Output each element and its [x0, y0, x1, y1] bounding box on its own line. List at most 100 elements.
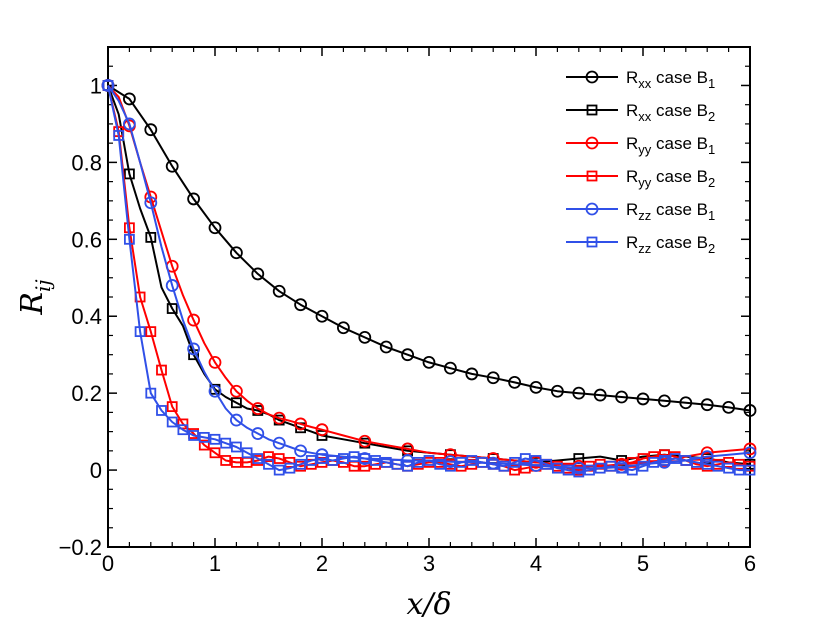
- data-point: [230, 397, 242, 409]
- data-point: [229, 384, 243, 398]
- data-point: [712, 460, 724, 472]
- data-point: [113, 130, 125, 141]
- data-point: [294, 444, 308, 458]
- data-point: [295, 458, 307, 470]
- legend-item: Rzz case B2: [566, 233, 715, 256]
- data-point: [124, 233, 135, 245]
- data-point: [272, 436, 286, 450]
- data-point: [337, 453, 349, 464]
- data-point: [122, 117, 136, 131]
- data-point: [358, 434, 372, 448]
- legend-marker: [586, 170, 598, 182]
- data-point: [637, 460, 649, 472]
- x-tick-label: 1: [209, 551, 221, 576]
- data-point: [700, 450, 714, 464]
- legend-marker: [585, 136, 599, 150]
- data-point: [679, 396, 693, 410]
- data-point: [477, 456, 488, 468]
- data-point: [263, 451, 274, 463]
- data-point: [294, 417, 308, 431]
- data-point: [723, 462, 734, 474]
- data-point: [744, 464, 756, 476]
- data-point: [166, 401, 178, 413]
- data-point: [273, 464, 285, 476]
- data-point: [273, 453, 285, 464]
- data-point: [263, 458, 274, 470]
- data-point: [187, 313, 201, 327]
- data-point: [122, 92, 136, 106]
- data-point: [529, 380, 543, 394]
- data-point: [230, 456, 242, 468]
- data-point: [434, 458, 446, 470]
- data-point: [541, 458, 553, 470]
- data-point: [124, 168, 135, 180]
- y-tick-label: 0.2: [71, 381, 102, 406]
- data-point: [251, 427, 265, 440]
- data-point: [669, 453, 681, 464]
- data-point: [509, 456, 521, 468]
- data-point: [380, 456, 392, 468]
- series-line: [107, 85, 750, 473]
- data-point: [723, 456, 734, 468]
- data-point: [145, 231, 157, 243]
- data-point: [327, 455, 339, 466]
- data-point: [658, 394, 671, 408]
- data-point: [519, 453, 531, 464]
- data-point: [626, 456, 638, 468]
- data-point: [166, 416, 178, 428]
- plot-frame: [107, 46, 751, 548]
- data-point: [659, 455, 670, 466]
- x-tick-label: 6: [744, 551, 756, 576]
- data-point: [648, 451, 660, 463]
- data-point: [401, 348, 415, 362]
- data-point: [251, 402, 265, 415]
- data-point: [391, 458, 403, 470]
- series-5: [102, 80, 756, 478]
- data-point: [315, 448, 329, 462]
- data-point: [648, 456, 660, 468]
- data-point: [486, 371, 500, 385]
- data-point: [272, 411, 286, 425]
- data-point: [209, 447, 221, 459]
- data-point: [220, 437, 232, 449]
- legend-label: Ryy case B2: [626, 167, 715, 190]
- series-line: [107, 84, 751, 412]
- series-layer: [101, 79, 757, 478]
- data-point: [615, 390, 628, 404]
- data-point: [316, 453, 328, 464]
- data-point: [187, 342, 201, 356]
- legend-marker: [586, 104, 598, 116]
- data-point: [145, 326, 157, 338]
- data-point: [165, 159, 179, 173]
- data-point: [284, 462, 296, 474]
- data-point: [165, 279, 179, 292]
- data-point: [315, 423, 329, 437]
- legend-label: Rxx case B1: [626, 68, 715, 91]
- data-point: [498, 460, 510, 472]
- y-tick-label: 0: [90, 458, 102, 483]
- legend-item: Rxx case B1: [566, 68, 715, 91]
- legend-marker: [585, 202, 599, 216]
- x-tick-label: 4: [530, 551, 542, 576]
- data-point: [229, 413, 243, 427]
- legend-item: Rxx case B2: [566, 101, 715, 124]
- data-point: [294, 298, 308, 312]
- data-point: [208, 355, 222, 369]
- ticks: 0 1 2 3 4 5 6−0.200.20.40.60.81: [59, 47, 756, 576]
- data-point: [700, 398, 714, 412]
- data-point: [572, 386, 586, 400]
- data-point: [743, 446, 757, 460]
- data-point: [336, 321, 350, 335]
- data-point: [358, 330, 372, 344]
- data-point: [701, 458, 713, 470]
- data-point: [700, 446, 714, 460]
- data-point: [177, 418, 189, 430]
- data-point: [509, 464, 521, 476]
- data-point: [252, 453, 264, 464]
- data-point: [241, 447, 253, 459]
- data-point: [156, 405, 167, 416]
- data-point: [530, 455, 542, 466]
- data-point: [402, 460, 414, 472]
- data-point: [552, 462, 563, 474]
